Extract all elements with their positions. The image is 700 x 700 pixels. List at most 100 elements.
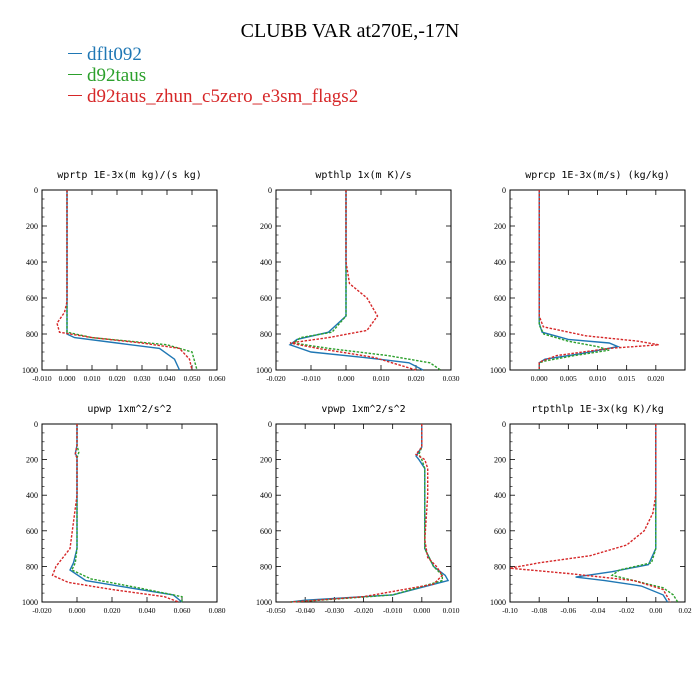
series-line-d92taus-zhun-c5zero-e3sm-flags2 bbox=[538, 190, 659, 370]
y-tick-label: 600 bbox=[494, 527, 506, 536]
plot-panel-5: rtpthlp 1E-3x(kg K)/kg 0 200 400 600 800 1000 -… bbox=[490, 404, 692, 615]
y-tick-label: 0 bbox=[502, 420, 506, 429]
x-tick-label: 0.000 bbox=[413, 606, 430, 615]
plot-panel-1: wpthlp 1x(m K)/s 0 200 400 600 800 1000-0.020 -… bbox=[256, 170, 460, 383]
y-tick-label: 400 bbox=[494, 258, 506, 267]
series-line-dflt092 bbox=[66, 190, 181, 371]
y-tick-label: 800 bbox=[26, 330, 38, 339]
plot-frame bbox=[41, 189, 218, 371]
x-tick-label: -0.04 bbox=[590, 606, 606, 615]
legend-label-d92taus-zhun: d92taus_zhun_c5zero_e3sm_flags2 bbox=[87, 86, 359, 107]
x-tick-label: -0.020 bbox=[354, 606, 374, 615]
x-tick-label: 0.010 bbox=[443, 606, 460, 615]
plot-title: wpthlp 1x(m K)/s bbox=[315, 170, 411, 181]
x-tick-label: 0.020 bbox=[647, 374, 664, 383]
y-tick-label: 200 bbox=[494, 222, 506, 231]
y-tick-label: 400 bbox=[260, 491, 272, 500]
x-tick-label: 0.060 bbox=[174, 606, 191, 615]
series-line-d92taus-zhun-c5zero-e3sm-flags2 bbox=[51, 424, 179, 603]
legend-label-dflt092: dflt092 bbox=[87, 44, 142, 65]
plot-panel-4: vpwp 1xm^2/s^2 0 200 400 600 800 1000-0.050 -0.… bbox=[256, 404, 460, 615]
x-tick-label: 0.000 bbox=[69, 606, 86, 615]
series-line-d92taus bbox=[66, 190, 198, 371]
series-line-dflt092 bbox=[288, 190, 424, 371]
legend-item-dflt092: dflt092 bbox=[68, 44, 358, 65]
y-tick-label: 600 bbox=[260, 294, 272, 303]
plot-panel-2: wprcp 1E-3x(m/s) (kg/kg) 0 200 400 600 800 100… bbox=[490, 170, 686, 383]
y-tick-label: 0 bbox=[34, 186, 38, 195]
x-tick-label: 0.030 bbox=[443, 374, 460, 383]
series-line-d92taus-zhun-c5zero-e3sm-flags2 bbox=[289, 190, 417, 371]
x-tick-label: -0.06 bbox=[561, 606, 577, 615]
y-tick-label: 1000 bbox=[256, 598, 272, 607]
plot-panel-0: wprtp 1E-3x(m kg)/(s kg) 0 200 400 600 800 100… bbox=[22, 170, 226, 383]
x-tick-label: -0.050 bbox=[266, 606, 286, 615]
legend-item-d92taus-zhun: d92taus_zhun_c5zero_e3sm_flags2 bbox=[68, 86, 358, 107]
plot-frame bbox=[41, 423, 218, 603]
y-tick-label: 400 bbox=[26, 491, 38, 500]
x-tick-label: 0.02 bbox=[678, 606, 691, 615]
x-tick-label: 0.020 bbox=[109, 374, 126, 383]
legend-swatch-d92taus bbox=[68, 74, 82, 76]
x-tick-label: -0.030 bbox=[325, 606, 345, 615]
y-tick-label: 200 bbox=[494, 456, 506, 465]
series-line-dflt092 bbox=[290, 424, 450, 603]
y-tick-label: 1000 bbox=[490, 598, 506, 607]
x-tick-label: 0.040 bbox=[159, 374, 176, 383]
figure-title: CLUBB VAR at270E,-17N bbox=[240, 20, 460, 42]
plot-title: wprtp 1E-3x(m kg)/(s kg) bbox=[57, 170, 202, 181]
legend: dflt092 d92taus d92taus_zhun_c5zero_e3sm… bbox=[68, 44, 358, 107]
series-line-d92taus bbox=[291, 190, 441, 371]
series-line-d92taus-zhun-c5zero-e3sm-flags2 bbox=[509, 424, 672, 603]
legend-item-d92taus: d92taus bbox=[68, 65, 358, 86]
x-tick-label: 0.010 bbox=[589, 374, 606, 383]
y-tick-label: 0 bbox=[34, 420, 38, 429]
y-tick-label: 200 bbox=[26, 456, 38, 465]
plot-title: rtpthlp 1E-3x(kg K)/kg bbox=[531, 404, 663, 415]
x-tick-label: 0.00 bbox=[649, 606, 662, 615]
x-tick-label: -0.020 bbox=[32, 606, 52, 615]
y-tick-label: 200 bbox=[260, 456, 272, 465]
y-tick-label: 1000 bbox=[256, 366, 272, 375]
y-tick-label: 600 bbox=[494, 294, 506, 303]
series-line-d92taus-zhun-c5zero-e3sm-flags2 bbox=[290, 424, 444, 603]
x-tick-label: 0.015 bbox=[618, 374, 635, 383]
plot-title: wprcp 1E-3x(m/s) (kg/kg) bbox=[525, 170, 670, 181]
plot-frame bbox=[509, 423, 686, 603]
y-tick-label: 800 bbox=[260, 330, 272, 339]
x-tick-label: 0.020 bbox=[104, 606, 121, 615]
series-line-d92taus bbox=[538, 190, 610, 370]
y-tick-label: 400 bbox=[494, 491, 506, 500]
y-tick-label: 800 bbox=[260, 562, 272, 571]
y-tick-label: 600 bbox=[26, 294, 38, 303]
series-line-d92taus bbox=[610, 424, 679, 603]
y-tick-label: 0 bbox=[268, 186, 272, 195]
x-tick-label: 0.010 bbox=[373, 374, 390, 383]
x-tick-label: -0.010 bbox=[301, 374, 321, 383]
y-tick-label: 800 bbox=[494, 562, 506, 571]
series-line-dflt092 bbox=[69, 424, 183, 603]
x-tick-label: 0.080 bbox=[209, 606, 226, 615]
x-tick-label: -0.010 bbox=[383, 606, 403, 615]
x-tick-label: -0.08 bbox=[531, 606, 547, 615]
series-line-d92taus bbox=[70, 424, 183, 602]
y-tick-label: 0 bbox=[502, 186, 506, 195]
x-tick-label: -0.010 bbox=[32, 374, 52, 383]
y-tick-label: 600 bbox=[260, 527, 272, 536]
y-tick-label: 600 bbox=[26, 527, 38, 536]
x-tick-label: 0.020 bbox=[408, 374, 425, 383]
x-tick-label: 0.005 bbox=[560, 374, 577, 383]
y-tick-label: 200 bbox=[26, 222, 38, 231]
y-tick-label: 1000 bbox=[22, 366, 38, 375]
legend-swatch-dflt092 bbox=[68, 53, 82, 55]
y-tick-label: 800 bbox=[26, 562, 38, 571]
series-line-d92taus-zhun-c5zero-e3sm-flags2 bbox=[56, 190, 193, 371]
plot-title: upwp 1xm^2/s^2 bbox=[87, 404, 171, 415]
plot-title: vpwp 1xm^2/s^2 bbox=[321, 404, 405, 415]
x-tick-label: 0.000 bbox=[59, 374, 76, 383]
x-tick-label: -0.020 bbox=[266, 374, 286, 383]
x-tick-label: 0.030 bbox=[134, 374, 151, 383]
y-tick-label: 400 bbox=[26, 258, 38, 267]
plot-frame bbox=[275, 189, 452, 371]
